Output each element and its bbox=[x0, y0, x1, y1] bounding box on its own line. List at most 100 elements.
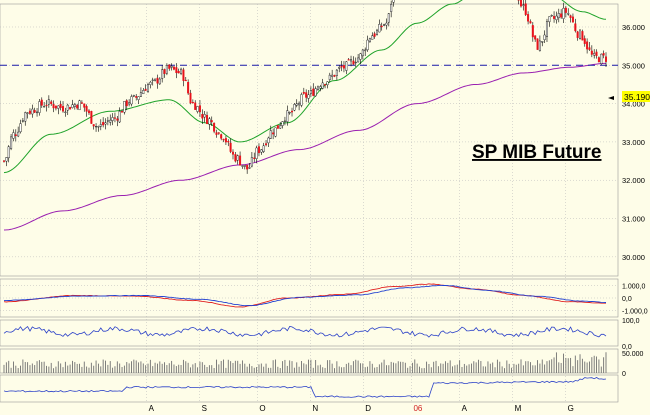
candle-body bbox=[128, 103, 130, 105]
candle-body bbox=[86, 106, 88, 111]
candle-body bbox=[575, 24, 577, 31]
candle-body bbox=[600, 54, 602, 64]
candle-body bbox=[223, 139, 225, 140]
candle-body bbox=[320, 87, 322, 89]
candle-body bbox=[225, 138, 227, 142]
candle-body bbox=[322, 83, 324, 88]
candle-body bbox=[270, 131, 272, 139]
candle-body bbox=[227, 141, 229, 142]
candle-body bbox=[171, 66, 173, 67]
chart-title: SP MIB Future bbox=[472, 142, 602, 163]
candle-body bbox=[362, 50, 364, 56]
candle-body bbox=[13, 133, 15, 139]
rsi-tick-label: 0,0 bbox=[622, 344, 632, 351]
candle-body bbox=[147, 85, 149, 92]
candle-body bbox=[553, 16, 555, 18]
candle-body bbox=[350, 60, 352, 61]
candle-body bbox=[386, 23, 388, 25]
candle-body bbox=[336, 70, 338, 76]
candle-body bbox=[187, 82, 189, 93]
candle-body bbox=[312, 89, 314, 96]
candle-body bbox=[334, 75, 336, 76]
candle-body bbox=[74, 104, 76, 106]
candle-body bbox=[315, 89, 317, 96]
candle-body bbox=[242, 166, 244, 167]
candle-body bbox=[24, 113, 26, 122]
candle-body bbox=[161, 70, 163, 79]
candle-body bbox=[310, 90, 312, 93]
candle-body bbox=[265, 144, 267, 145]
x-tick-label: O bbox=[259, 404, 265, 413]
candle-body bbox=[206, 115, 208, 124]
candle-body bbox=[168, 65, 170, 69]
candle-body bbox=[582, 31, 584, 40]
macd-tick-label: 1.000,0 bbox=[622, 283, 645, 290]
y-tick-label: 33.000 bbox=[622, 138, 645, 147]
candle-body bbox=[112, 117, 114, 120]
x-tick-label: S bbox=[202, 404, 207, 413]
candle-body bbox=[62, 106, 64, 111]
candle-body bbox=[301, 94, 303, 105]
candle-body bbox=[173, 67, 175, 70]
candle-body bbox=[121, 111, 123, 112]
x-tick-label: M bbox=[515, 404, 522, 413]
candle-body bbox=[369, 38, 371, 41]
candle-body bbox=[220, 134, 222, 138]
candle-body bbox=[523, 5, 525, 6]
candle-body bbox=[102, 122, 104, 125]
candle-body bbox=[532, 25, 534, 37]
candle-body bbox=[114, 118, 116, 119]
candle-body bbox=[29, 111, 31, 114]
candle-body bbox=[133, 95, 135, 96]
candle-body bbox=[213, 123, 215, 131]
candle-body bbox=[232, 152, 234, 154]
candle-body bbox=[263, 146, 265, 152]
candle-body bbox=[539, 41, 541, 51]
candle-body bbox=[556, 16, 558, 20]
candle-body bbox=[303, 92, 305, 93]
candle-body bbox=[244, 165, 246, 166]
candle-body bbox=[69, 107, 71, 109]
y-tick-label: 35.000 bbox=[622, 61, 645, 70]
candle-body bbox=[57, 106, 59, 109]
candle-body bbox=[546, 22, 548, 37]
candle-body bbox=[549, 17, 551, 22]
candle-body bbox=[586, 42, 588, 49]
candle-body bbox=[39, 101, 41, 112]
candle-body bbox=[157, 78, 159, 83]
candle-body bbox=[237, 156, 239, 161]
candle-body bbox=[109, 120, 111, 122]
candle-body bbox=[154, 79, 156, 80]
candle-body bbox=[117, 119, 119, 121]
y-tick-label: 32.000 bbox=[622, 176, 645, 185]
candle-body bbox=[284, 121, 286, 122]
candle-body bbox=[41, 100, 43, 105]
candle-body bbox=[584, 39, 586, 44]
candle-body bbox=[185, 80, 187, 81]
candle-body bbox=[338, 67, 340, 68]
x-tick-label: A bbox=[149, 404, 155, 413]
macd-tick-label: 0,0 bbox=[622, 296, 632, 303]
macd-tick-label: -1.000,0 bbox=[622, 309, 648, 316]
candle-body bbox=[379, 24, 381, 32]
candle-body bbox=[81, 103, 83, 104]
x-tick-label: D bbox=[365, 404, 371, 413]
candle-body bbox=[324, 84, 326, 85]
candle-body bbox=[591, 51, 593, 55]
candle-body bbox=[294, 104, 296, 110]
candle-body bbox=[579, 30, 581, 39]
candle-body bbox=[551, 15, 553, 16]
candle-body bbox=[98, 126, 100, 127]
candle-body bbox=[36, 112, 38, 113]
candle-body bbox=[88, 111, 90, 113]
candle-body bbox=[296, 104, 298, 106]
candle-body bbox=[131, 96, 133, 104]
candle-body bbox=[560, 14, 562, 18]
candle-body bbox=[197, 106, 199, 111]
x-tick-label: G bbox=[568, 404, 574, 413]
candle-body bbox=[289, 112, 291, 113]
candle-body bbox=[6, 157, 8, 161]
candle-body bbox=[298, 103, 300, 105]
rsi-tick-label: 100,0 bbox=[622, 318, 640, 325]
